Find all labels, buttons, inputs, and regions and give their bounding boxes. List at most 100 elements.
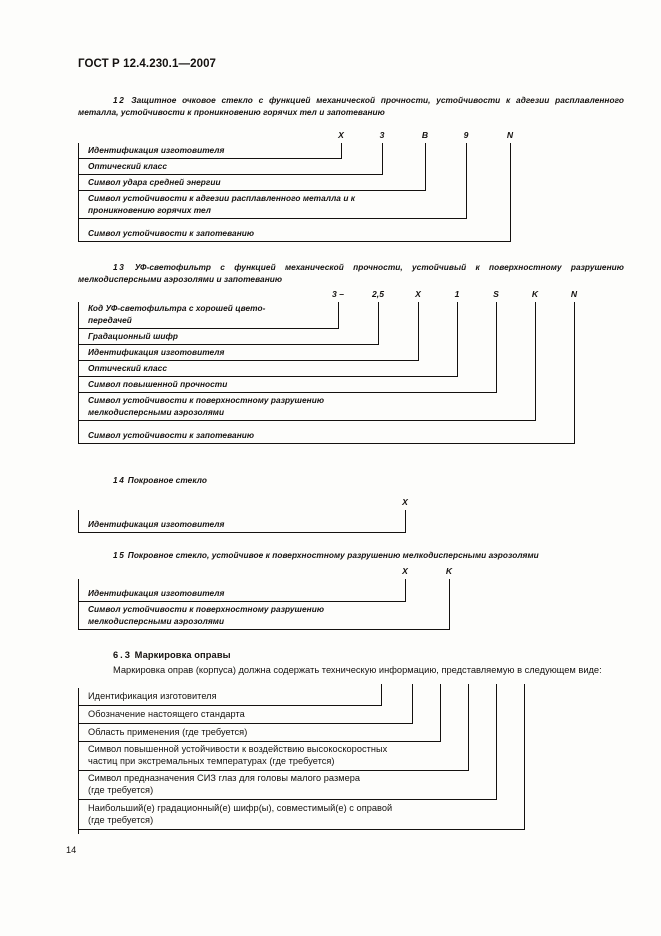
diagram-12-code-2: 3: [379, 130, 385, 140]
diagram-12-riser-3: [425, 143, 426, 191]
item-13-paragraph: 13 УФ-светофильтр с функцией механическо…: [78, 261, 624, 286]
diagram-13-code-4: 1: [454, 289, 460, 299]
frame-riser-2: [412, 684, 413, 724]
frame-riser-3: [440, 684, 441, 742]
diagram-15-label-1: Идентификация изготовителя: [88, 587, 225, 598]
diagram-14-rows: Идентификация изготовителя: [78, 510, 624, 533]
frame-label-5: Символ предназначения СИЗ глаз для голов…: [88, 772, 361, 796]
diagram-12-riser-4: [466, 143, 467, 219]
diagram-12-code-5: N: [506, 130, 514, 140]
diagram-15-rows: Идентификация изготовителя Символ устойч…: [78, 579, 624, 630]
diagram-12-code-row: X 3 B 9 N: [78, 130, 624, 152]
diagram-13-rows: Код УФ-светофильтра с хорошей цвето- пер…: [78, 302, 624, 444]
diagram-13-row-2: Градационный шифр: [78, 329, 378, 345]
diagram-12-code-3: B: [421, 130, 429, 140]
diagram-15-label-2: Символ устойчивости к поверхностному раз…: [88, 604, 325, 626]
diagram-12-row-2: Оптический класс: [78, 159, 382, 175]
frame-label-1: Идентификация изготовителя: [88, 691, 217, 702]
diagram-14-code-1: X: [402, 497, 408, 507]
frame-label-6: Наибольший(е) градационный(е) шифр(ы), с…: [88, 802, 393, 826]
diagram-13-riser-6: [535, 302, 536, 421]
diagram-13-label-7: Символ устойчивости к запотеванию: [88, 429, 255, 440]
diagram-13-riser-7: [574, 302, 575, 444]
marking-diagram-14: X Идентификация изготовителя: [78, 497, 624, 533]
item-12-text: Защитное очковое стекло с функцией механ…: [78, 95, 624, 118]
diagram-15-code-row: X K: [78, 566, 624, 588]
diagram-13-label-3: Идентификация изготовителя: [88, 346, 225, 357]
diagram-13-row-1: Код УФ-светофильтра с хорошей цвето- пер…: [78, 302, 338, 329]
item-13-text: УФ-светофильтр с функцией механической п…: [78, 262, 624, 285]
diagram-12-label-3: Символ удара средней энергии: [88, 176, 221, 187]
diagram-14-label-1: Идентификация изготовителя: [88, 518, 225, 529]
frame-label-2: Обозначение настоящего стандарта: [88, 709, 245, 720]
diagram-15-code-2: K: [445, 566, 453, 576]
frame-row-1: Идентификация изготовителя: [78, 688, 381, 706]
diagram-13-row-4: Оптический класс: [78, 361, 457, 377]
frame-label-4: Символ повышенной устойчивости к воздейс…: [88, 743, 388, 767]
diagram-13-label-2: Градационный шифр: [88, 330, 178, 341]
diagram-15-riser-2: [449, 579, 450, 630]
diagram-15-row-2: Символ устойчивости к поверхностному раз…: [78, 602, 449, 630]
diagram-12-row-5: Символ устойчивости к запотеванию: [78, 219, 510, 242]
frame-row-4: Символ повышенной устойчивости к воздейс…: [78, 742, 468, 771]
diagram-13-row-5: Символ повышенной прочности: [78, 377, 496, 393]
diagram-13-code-3: X: [415, 289, 421, 299]
diagram-13-code-2: 2,5: [372, 289, 384, 299]
item-14-text: Покровное стекло: [127, 475, 208, 485]
diagram-12-left-spine: [78, 143, 79, 242]
page-header-standard-number: ГОСТ Р 12.4.230.1—2007: [78, 58, 217, 70]
marking-diagram-13: 3 – 2,5 X 1 S K N Код УФ-светофильтра с …: [78, 289, 624, 457]
diagram-12-row-1: Идентификация изготовителя: [78, 143, 341, 159]
diagram-15-row-1: Идентификация изготовителя: [78, 579, 405, 602]
marking-diagram-12: X 3 B 9 N Идентификация изготовителя Опт…: [78, 130, 624, 242]
item-14-number: 14: [113, 475, 126, 485]
frame-row-2: Обозначение настоящего стандарта: [78, 706, 412, 724]
item-12-number: 12: [113, 95, 126, 105]
diagram-13-code-1: 3 –: [332, 289, 344, 299]
diagram-12-code-4: 9: [463, 130, 469, 140]
diagram-14-left-spine: [78, 510, 79, 533]
page-number: 14: [66, 845, 77, 855]
section-6-3-heading: 6.3 Маркировка оправы: [113, 650, 231, 660]
diagram-12-riser-1: [341, 143, 342, 159]
diagram-15-left-spine: [78, 579, 79, 630]
frame-row-5: Символ предназначения СИЗ глаз для голов…: [78, 771, 496, 800]
diagram-13-label-5: Символ повышенной прочности: [88, 378, 228, 389]
frame-riser-6: [524, 684, 525, 830]
diagram-13-riser-4: [457, 302, 458, 377]
item-14-paragraph: 14 Покровное стекло: [78, 474, 624, 486]
diagram-13-riser-1: [338, 302, 339, 329]
diagram-13-left-spine: [78, 302, 79, 444]
marking-diagram-frame: Идентификация изготовителя Обозначение н…: [78, 684, 624, 839]
marking-diagram-15: X K Идентификация изготовителя Символ ус…: [78, 566, 624, 630]
diagram-13-riser-3: [418, 302, 419, 361]
diagram-14-row-1: Идентификация изготовителя: [78, 510, 405, 533]
diagram-12-rows: Идентификация изготовителя Оптический кл…: [78, 143, 624, 242]
section-6-3-number: 6.3: [113, 650, 132, 660]
diagram-12-row-3: Символ удара средней энергии: [78, 175, 425, 191]
section-6-3-title: Маркировка оправы: [134, 650, 231, 660]
frame-rows: Идентификация изготовителя Обозначение н…: [78, 688, 624, 830]
diagram-14-code-row: X: [78, 497, 624, 519]
item-13-number: 13: [113, 262, 126, 272]
diagram-14-riser-1: [405, 510, 406, 533]
diagram-12-label-2: Оптический класс: [88, 160, 167, 171]
frame-left-spine: [78, 688, 79, 834]
frame-row-3: Область применения (где требуется): [78, 724, 440, 742]
diagram-13-label-4: Оптический класс: [88, 362, 167, 373]
frame-riser-4: [468, 684, 469, 771]
diagram-12-label-4: Символ устойчивости к адгезии расплавлен…: [88, 193, 356, 215]
item-15-number: 15: [113, 550, 126, 560]
diagram-12-label-5: Символ устойчивости к запотеванию: [88, 227, 255, 238]
diagram-13-label-6: Символ устойчивости к поверхностному раз…: [88, 395, 325, 417]
item-12-paragraph: 12 Защитное очковое стекло с функцией ме…: [78, 94, 624, 119]
diagram-13-row-7: Символ устойчивости к запотеванию: [78, 421, 574, 444]
diagram-12-riser-2: [382, 143, 383, 175]
frame-row-6: Наибольший(е) градационный(е) шифр(ы), с…: [78, 800, 524, 830]
diagram-13-code-6: K: [531, 289, 539, 299]
frame-riser-1: [381, 684, 382, 706]
diagram-12-riser-5: [510, 143, 511, 242]
diagram-12-label-1: Идентификация изготовителя: [88, 144, 225, 155]
diagram-12-row-4: Символ устойчивости к адгезии расплавлен…: [78, 191, 466, 219]
